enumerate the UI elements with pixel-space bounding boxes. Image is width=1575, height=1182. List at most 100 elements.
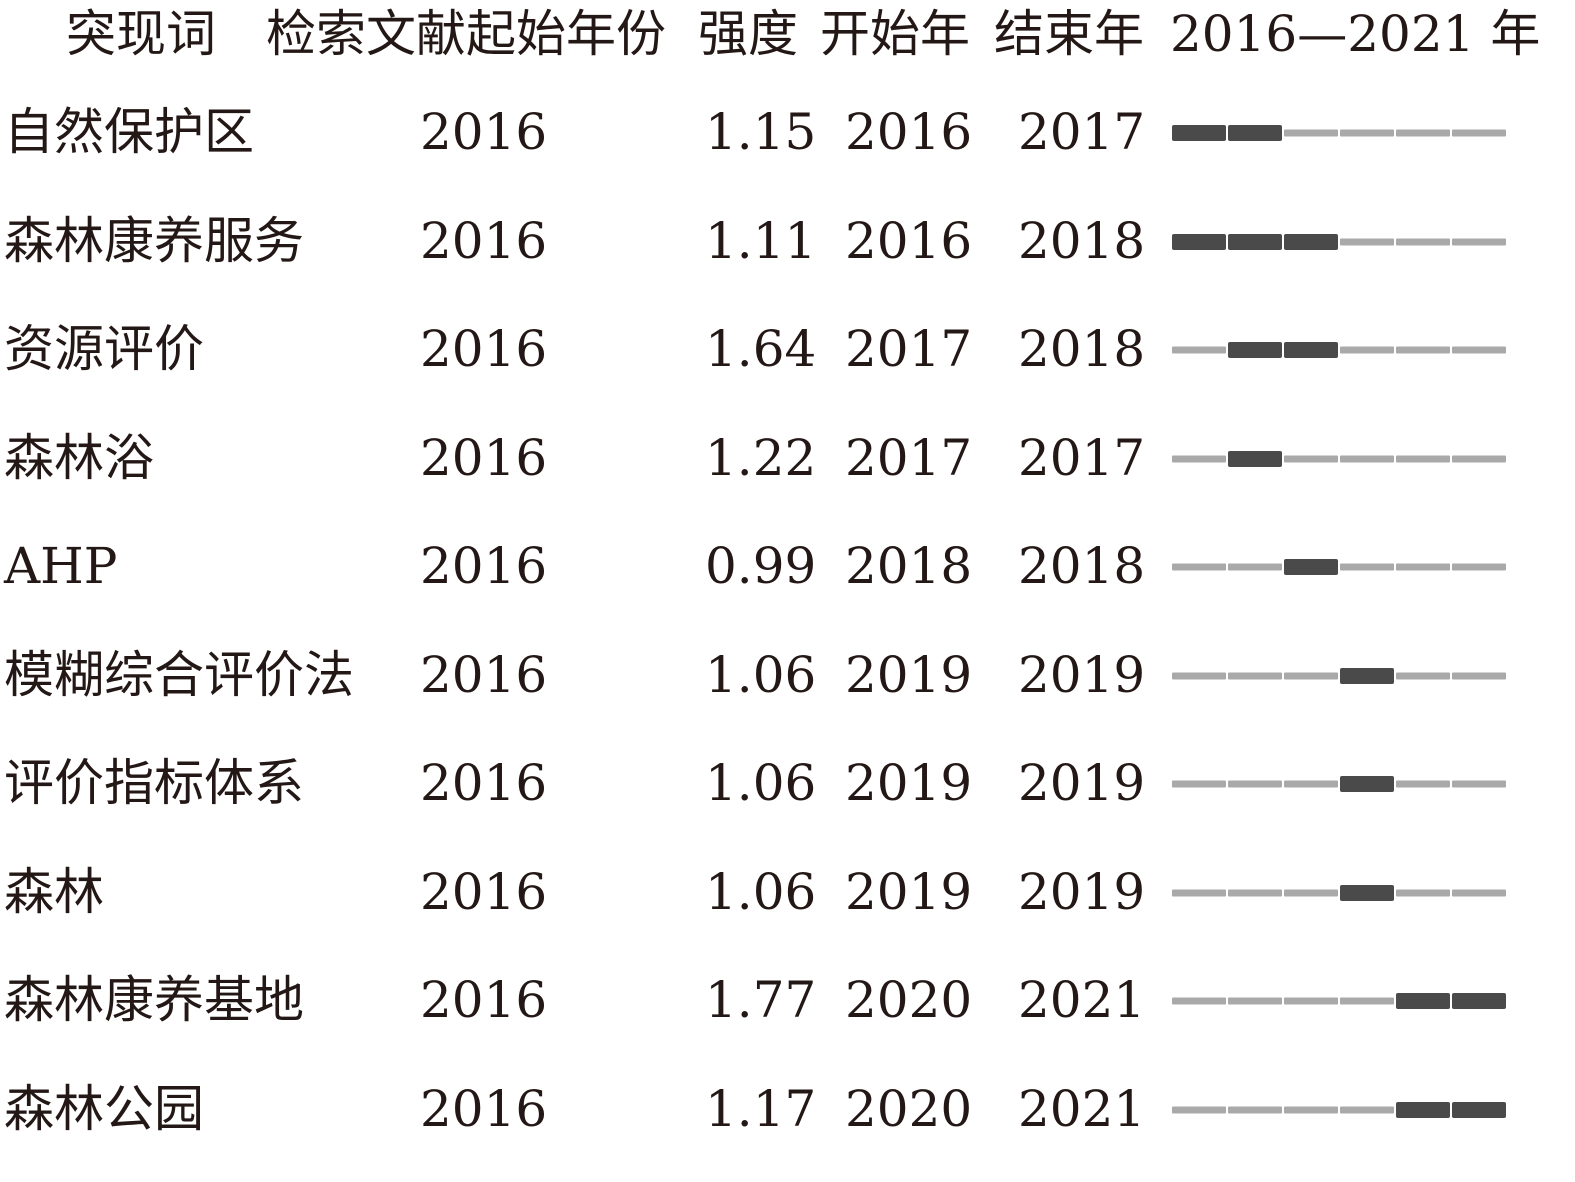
end-year-cell: 2019 xyxy=(1018,862,1146,921)
header-end-year: 结束年 xyxy=(994,5,1144,63)
burst-timeline xyxy=(1160,654,1510,698)
start-year-cell: 2018 xyxy=(845,537,973,595)
begin-year-cell: 2016 xyxy=(420,537,548,595)
baseline-segment xyxy=(1396,889,1450,896)
baseline-segment xyxy=(1452,780,1506,788)
strength-cell: 1.15 xyxy=(705,103,817,161)
burst-timeline-svg xyxy=(1172,559,1506,575)
burst-segment xyxy=(1452,1101,1506,1118)
baseline-segment xyxy=(1172,672,1226,679)
baseline-segment xyxy=(1284,1106,1338,1113)
baseline-segment xyxy=(1340,563,1394,571)
baseline-segment xyxy=(1172,455,1226,462)
baseline-segment xyxy=(1284,129,1338,137)
baseline-segment xyxy=(1172,889,1226,896)
table-row: 森林浴 2016 1.22 2017 2017 xyxy=(0,423,1575,531)
start-year-cell: 2016 xyxy=(845,211,973,270)
burst-timeline xyxy=(1160,545,1510,589)
baseline-segment xyxy=(1396,563,1450,571)
burst-timeline xyxy=(1160,762,1510,806)
keyword-cell: 森林康养基地 xyxy=(4,971,304,1029)
burst-timeline xyxy=(1160,220,1510,264)
burst-segment xyxy=(1284,233,1338,250)
baseline-segment xyxy=(1396,780,1450,788)
table-row: 资源评价 2016 1.64 2017 2018 xyxy=(0,314,1575,422)
end-year-cell: 2017 xyxy=(1018,103,1146,161)
strength-cell: 1.11 xyxy=(705,211,817,270)
end-year-cell: 2018 xyxy=(1018,211,1146,270)
keyword-cell: 森林浴 xyxy=(4,428,154,487)
burst-segment xyxy=(1340,884,1394,901)
baseline-segment xyxy=(1452,455,1506,462)
burst-segment xyxy=(1396,993,1450,1009)
table-row: AHP 2016 0.99 2018 2018 xyxy=(0,531,1575,639)
baseline-segment xyxy=(1228,563,1282,571)
baseline-segment xyxy=(1340,1106,1394,1113)
strength-cell: 1.77 xyxy=(705,971,817,1029)
begin-year-cell: 2016 xyxy=(420,645,548,704)
burst-segment xyxy=(1340,667,1394,684)
table-row: 评价指标体系 2016 1.06 2019 2019 xyxy=(0,748,1575,856)
strength-cell: 1.06 xyxy=(705,862,817,921)
strength-cell: 0.99 xyxy=(705,537,817,595)
start-year-cell: 2017 xyxy=(845,428,973,487)
baseline-segment xyxy=(1284,672,1338,679)
baseline-segment xyxy=(1396,346,1450,354)
keyword-cell: AHP xyxy=(4,537,118,595)
start-year-cell: 2020 xyxy=(845,971,973,1029)
keyword-cell: 森林 xyxy=(4,862,104,921)
burst-timeline xyxy=(1160,1088,1510,1132)
baseline-segment xyxy=(1284,455,1338,462)
strength-cell: 1.06 xyxy=(705,645,817,704)
strength-cell: 1.22 xyxy=(705,428,817,487)
burst-segment xyxy=(1172,233,1226,250)
baseline-segment xyxy=(1340,238,1394,245)
begin-year-cell: 2016 xyxy=(420,862,548,921)
baseline-segment xyxy=(1284,889,1338,896)
burst-segment xyxy=(1284,559,1338,575)
keyword-cell: 森林康养服务 xyxy=(4,211,304,270)
burst-timeline-svg xyxy=(1172,993,1506,1009)
baseline-segment xyxy=(1228,672,1282,679)
burst-timeline-svg xyxy=(1172,1101,1506,1118)
begin-year-cell: 2016 xyxy=(420,971,548,1029)
burst-segment xyxy=(1228,125,1282,141)
baseline-segment xyxy=(1172,1106,1226,1113)
baseline-segment xyxy=(1228,997,1282,1005)
begin-year-cell: 2016 xyxy=(420,320,548,378)
burst-timeline xyxy=(1160,979,1510,1023)
burst-timeline xyxy=(1160,871,1510,915)
strength-cell: 1.17 xyxy=(705,1079,817,1138)
begin-year-cell: 2016 xyxy=(420,211,548,270)
burst-timeline xyxy=(1160,328,1510,372)
baseline-segment xyxy=(1228,1106,1282,1113)
start-year-cell: 2016 xyxy=(845,103,973,161)
baseline-segment xyxy=(1340,129,1394,137)
burst-segment xyxy=(1228,342,1282,358)
header-keyword: 突现词 xyxy=(66,5,216,63)
end-year-cell: 2018 xyxy=(1018,320,1146,378)
burst-segment xyxy=(1284,342,1338,358)
burst-timeline-svg xyxy=(1172,450,1506,467)
baseline-segment xyxy=(1340,997,1394,1005)
burst-timeline-svg xyxy=(1172,125,1506,141)
header-start-year: 开始年 xyxy=(820,5,970,63)
header-timeline: 2016—2021 年 xyxy=(1170,5,1541,63)
table-row: 自然保护区 2016 1.15 2016 2017 xyxy=(0,97,1575,205)
baseline-segment xyxy=(1284,780,1338,788)
header-begin-year: 检索文献起始年份 xyxy=(266,5,666,63)
baseline-segment xyxy=(1228,889,1282,896)
burst-timeline xyxy=(1160,111,1510,155)
end-year-cell: 2021 xyxy=(1018,971,1146,1029)
baseline-segment xyxy=(1172,563,1226,571)
baseline-segment xyxy=(1452,346,1506,354)
baseline-segment xyxy=(1396,129,1450,137)
table-row: 森林公园 2016 1.17 2020 2021 xyxy=(0,1074,1575,1182)
start-year-cell: 2017 xyxy=(845,320,973,378)
burst-segment xyxy=(1228,233,1282,250)
baseline-segment xyxy=(1172,997,1226,1005)
begin-year-cell: 2016 xyxy=(420,1079,548,1138)
header-strength: 强度 xyxy=(698,5,798,63)
end-year-cell: 2017 xyxy=(1018,428,1146,487)
